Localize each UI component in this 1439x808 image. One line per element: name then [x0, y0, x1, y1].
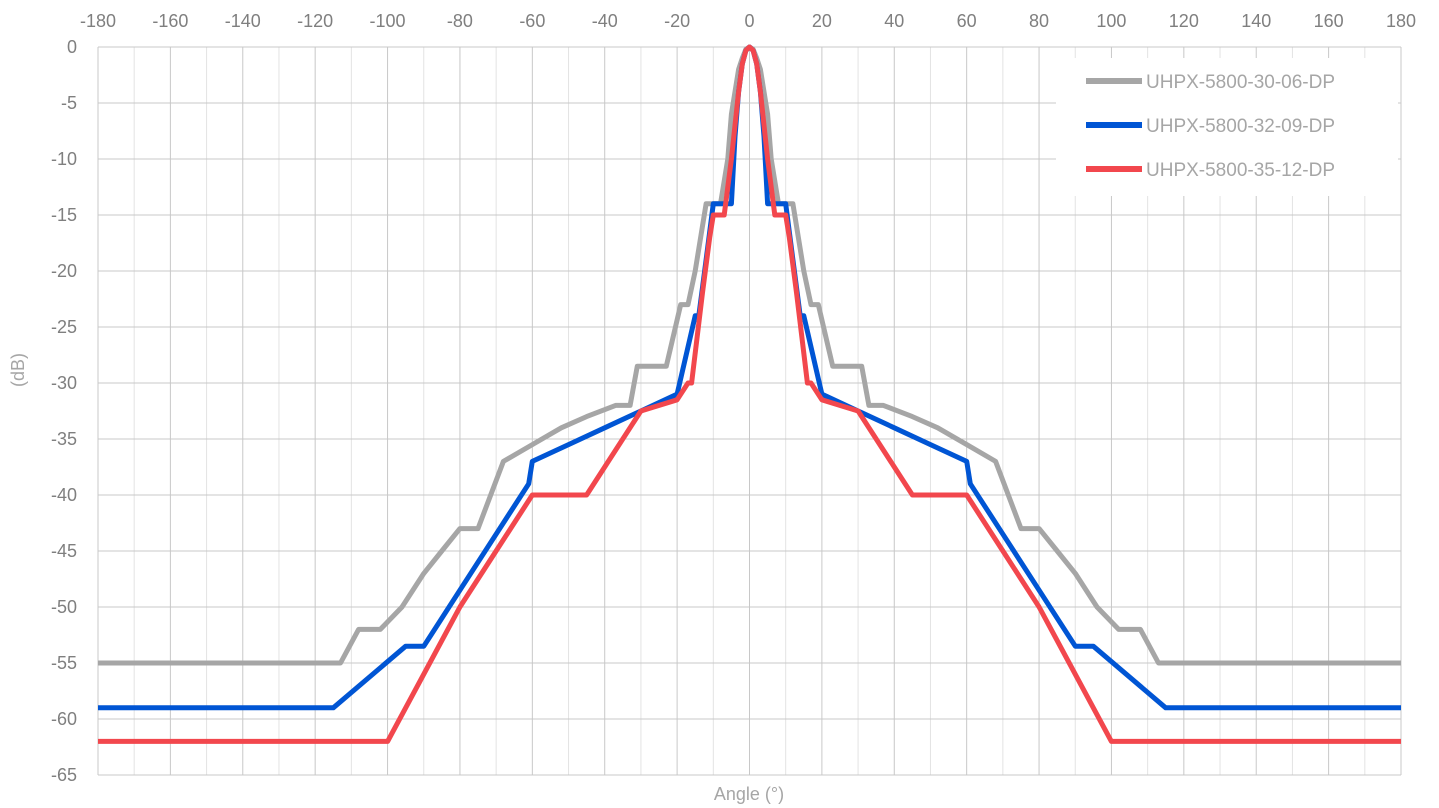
x-tick-label: 0 — [744, 11, 754, 31]
y-tick-label: -45 — [51, 541, 77, 561]
y-tick-label: -15 — [51, 205, 77, 225]
x-tick-label: 80 — [1029, 11, 1049, 31]
y-tick-label: -65 — [51, 765, 77, 785]
x-tick-label: -160 — [152, 11, 188, 31]
y-tick-label: -5 — [61, 93, 77, 113]
series-layer — [98, 44, 1401, 744]
y-tick-label: -10 — [51, 149, 77, 169]
x-tick-label: -180 — [80, 11, 116, 31]
legend: UHPX-5800-30-06-DP UHPX-5800-32-09-DP UHPX… — [1056, 58, 1398, 196]
y-tick-label: -50 — [51, 597, 77, 617]
y-tick-label: -40 — [51, 485, 77, 505]
x-tick-label: 140 — [1241, 11, 1271, 31]
series-line-3 — [98, 44, 1401, 744]
x-tick-label: 40 — [884, 11, 904, 31]
y-tick-label: -30 — [51, 373, 77, 393]
y-tick-label: -55 — [51, 653, 77, 673]
y-tick-labels: 0 -5 -10 -15 -20 -25 -30 -35 -40 -45 -50 -55 -60 -65 — [51, 37, 77, 785]
x-tick-label: -40 — [592, 11, 618, 31]
x-tick-label: -120 — [297, 11, 333, 31]
x-axis-title: Angle (°) — [714, 784, 784, 804]
y-tick-label: -35 — [51, 429, 77, 449]
x-tick-label: -60 — [519, 11, 545, 31]
x-tick-label: 180 — [1386, 11, 1416, 31]
x-tick-label: -140 — [225, 11, 261, 31]
legend-label-2: UHPX-5800-32-09-DP — [1146, 116, 1335, 137]
x-tick-label: 160 — [1314, 11, 1344, 31]
x-tick-label: 60 — [957, 11, 977, 31]
y-tick-label: -25 — [51, 317, 77, 337]
gridlines — [97, 46, 1402, 776]
x-tick-labels: -180 -160 -140 -120 -100 -80 -60 -40 -20 0 20 40 60 8… — [80, 11, 1416, 31]
x-tick-label: 100 — [1096, 11, 1126, 31]
x-tick-label: 20 — [812, 11, 832, 31]
y-tick-label: -60 — [51, 709, 77, 729]
x-tick-label: 120 — [1169, 11, 1199, 31]
y-tick-label: -20 — [51, 261, 77, 281]
y-axis-title: (dB) — [8, 353, 28, 387]
x-tick-label: -20 — [664, 11, 690, 31]
legend-label-3: UHPX-5800-35-12-DP — [1146, 160, 1335, 181]
x-tick-label: -80 — [447, 11, 473, 31]
y-tick-label: 0 — [67, 37, 77, 57]
x-tick-label: -100 — [370, 11, 406, 31]
legend-label-1: UHPX-5800-30-06-DP — [1146, 72, 1335, 93]
